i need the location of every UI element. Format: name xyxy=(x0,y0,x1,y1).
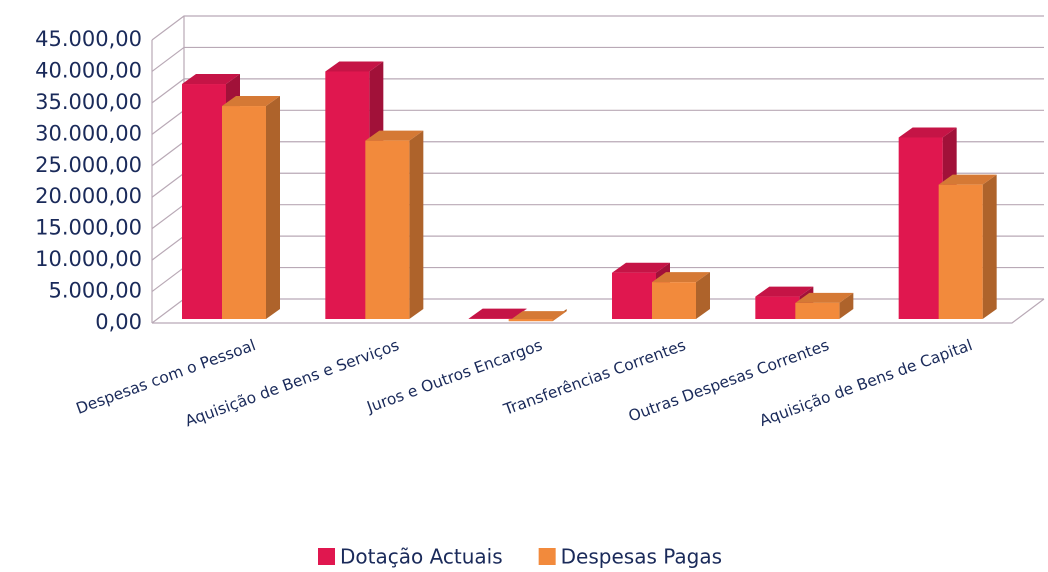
y-tick-label: 0,00 xyxy=(95,310,142,334)
bar-top xyxy=(468,308,527,319)
y-tick-label: 10.000,00 xyxy=(35,247,142,271)
grid-line xyxy=(151,46,1044,72)
y-tick-label: 30.000,00 xyxy=(35,121,142,145)
bar-side xyxy=(409,130,424,319)
bar-top xyxy=(182,74,240,85)
bar-front xyxy=(325,71,370,319)
y-tick-label: 45.000,00 xyxy=(35,27,142,51)
bar-front xyxy=(795,302,840,319)
y-tick-label: 5.000,00 xyxy=(48,279,142,303)
legend-swatch xyxy=(538,548,556,565)
bar-top xyxy=(795,292,854,303)
bar xyxy=(222,96,280,320)
bar-top xyxy=(898,127,957,138)
bar-front xyxy=(222,106,266,320)
bar-top xyxy=(508,311,567,322)
bar-front xyxy=(508,319,553,322)
bar xyxy=(365,130,424,319)
bar-top xyxy=(612,262,670,273)
bar-top xyxy=(365,130,424,141)
bar-top xyxy=(938,174,997,185)
bar-top xyxy=(652,272,710,283)
y-tick-label: 20.000,00 xyxy=(35,184,142,208)
y-tick-label: 25.000,00 xyxy=(35,153,142,177)
bar-top xyxy=(325,61,384,72)
bar xyxy=(938,174,997,319)
bar-top xyxy=(222,96,280,107)
bar-front xyxy=(182,84,226,320)
bar xyxy=(508,309,567,322)
bar-side xyxy=(982,174,997,319)
bar-front xyxy=(365,140,410,319)
bar-front xyxy=(938,184,983,319)
legend-swatch xyxy=(318,548,335,565)
y-tick-label: 15.000,00 xyxy=(35,216,142,240)
floor-edge xyxy=(152,298,1045,324)
bar-side xyxy=(839,292,854,319)
bar-top xyxy=(755,286,814,297)
bar-front xyxy=(755,296,800,319)
y-tick-label: 35.000,00 xyxy=(35,90,142,114)
bar-front xyxy=(612,272,656,319)
grid-line xyxy=(151,78,1044,104)
bar-side xyxy=(696,272,710,319)
bar xyxy=(795,292,854,319)
y-tick-label: 40.000,00 xyxy=(35,58,142,82)
bar xyxy=(325,61,384,319)
bar-side xyxy=(266,96,280,320)
bar-front xyxy=(652,282,696,319)
legend-label: Despesas Pagas xyxy=(561,545,722,569)
bar-front xyxy=(898,137,943,319)
grid-line xyxy=(151,15,1044,41)
legend-label: Dotação Actuais xyxy=(340,545,503,569)
bar xyxy=(652,272,710,319)
